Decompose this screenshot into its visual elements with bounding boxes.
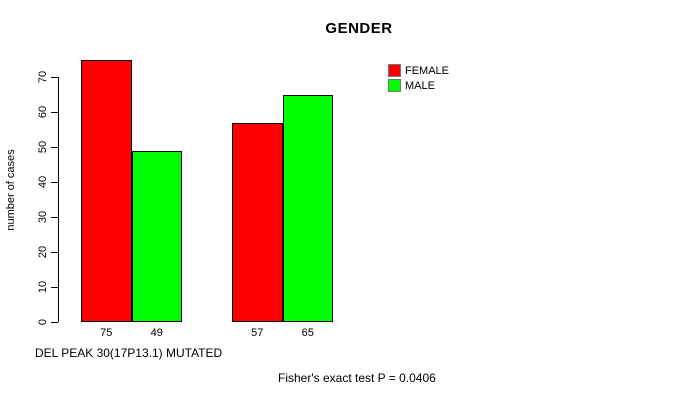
y-tick xyxy=(51,112,58,113)
bar-male-group2 xyxy=(282,94,333,322)
y-tick-label: 40 xyxy=(37,175,49,189)
y-tick-label: 60 xyxy=(37,105,49,119)
y-tick-label: 30 xyxy=(37,210,49,224)
legend-label: MALE xyxy=(405,79,435,92)
y-tick xyxy=(51,217,58,218)
x-axis-note: DEL PEAK 30(17P13.1) MUTATED xyxy=(35,346,223,360)
bar-value-label: 75 xyxy=(100,327,113,339)
legend-item-male: MALE xyxy=(388,78,449,93)
legend: FEMALE MALE xyxy=(388,63,449,93)
y-tick xyxy=(51,147,58,148)
bar-value-label: 65 xyxy=(301,327,314,339)
y-tick xyxy=(51,252,58,253)
y-tick xyxy=(51,287,58,288)
bar-female-group1 xyxy=(81,59,132,322)
y-axis-title: number of cases xyxy=(5,149,17,231)
y-tick xyxy=(51,77,58,78)
legend-swatch-female xyxy=(388,64,401,77)
legend-item-female: FEMALE xyxy=(388,63,449,78)
bar-value-label: 49 xyxy=(150,327,163,339)
legend-label: FEMALE xyxy=(405,64,450,77)
y-tick xyxy=(51,322,58,323)
footnote: Fisher's exact test P = 0.0406 xyxy=(278,371,436,385)
y-tick-label: 10 xyxy=(37,280,49,294)
bar-value-label: 57 xyxy=(251,327,264,339)
y-tick-label: 0 xyxy=(37,318,49,326)
bar-male-group1 xyxy=(131,150,182,322)
y-tick-label: 50 xyxy=(37,140,49,154)
bar-female-group2 xyxy=(232,122,283,322)
chart-title: GENDER xyxy=(325,20,393,37)
y-tick-label: 20 xyxy=(37,245,49,259)
y-axis-line xyxy=(58,77,59,322)
y-tick-label: 70 xyxy=(37,70,49,84)
legend-swatch-male xyxy=(388,79,401,92)
y-tick xyxy=(51,182,58,183)
